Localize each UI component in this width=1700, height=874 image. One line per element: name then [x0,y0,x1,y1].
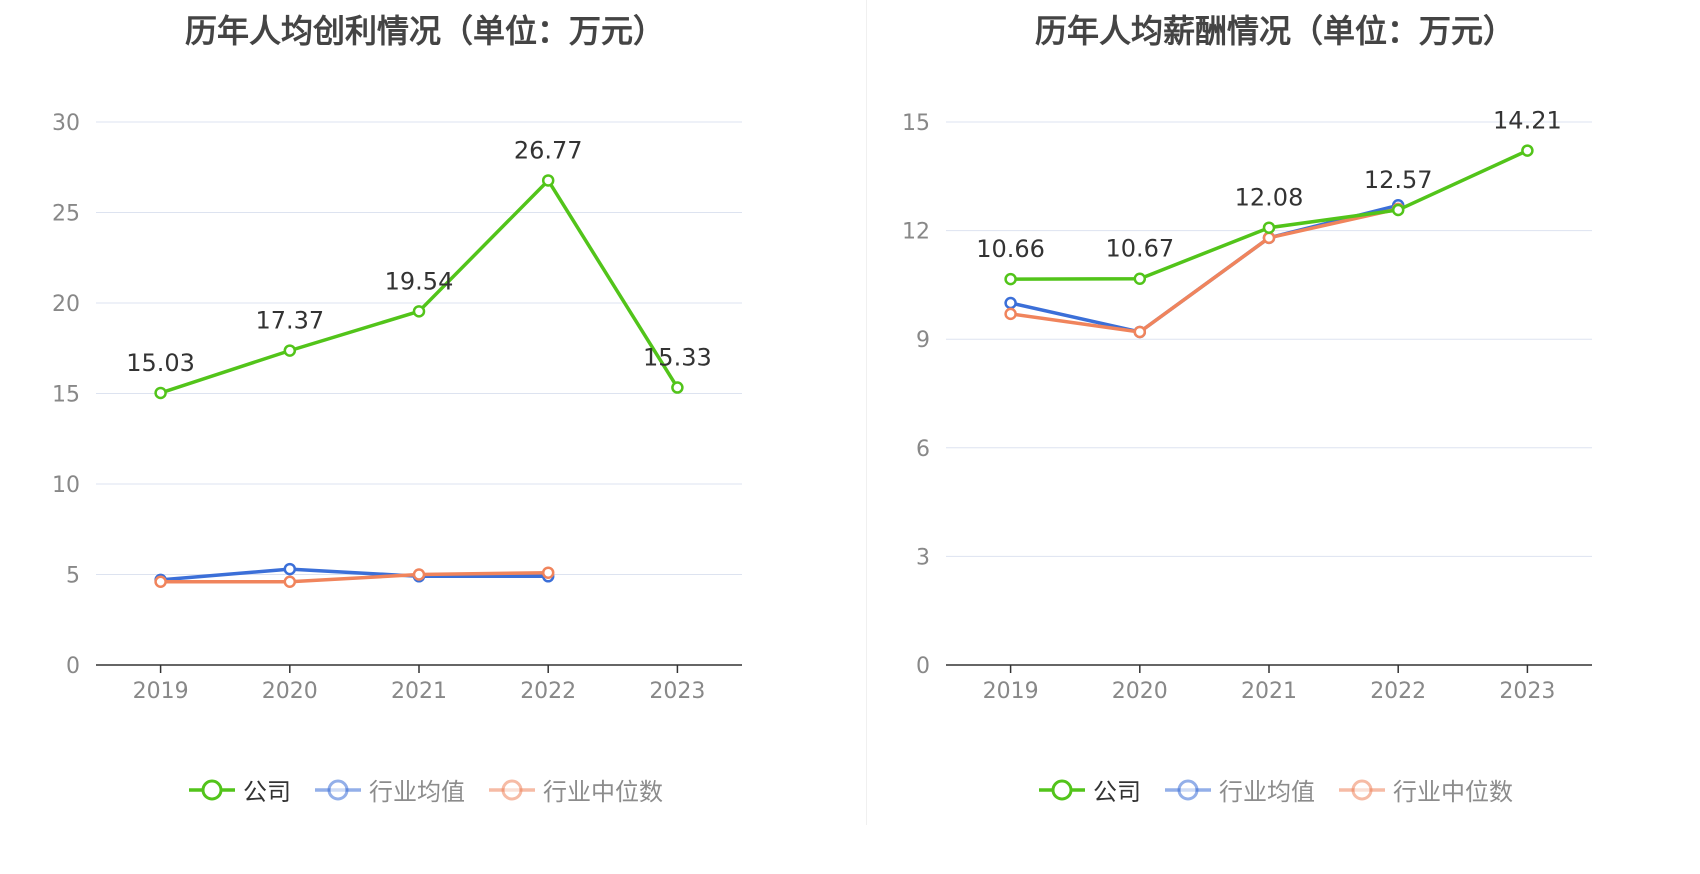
y-tick-label: 0 [916,654,930,679]
data-point-company [671,381,684,394]
y-tick-label: 5 [66,564,80,589]
x-tick-label: 2019 [983,679,1039,704]
data-point-company [541,174,555,187]
legend-marker [501,779,523,800]
data-point-median [541,566,555,579]
data-point-median [412,568,426,581]
x-tick-label: 2020 [1112,679,1168,704]
y-tick-label: 20 [52,292,80,317]
series-line-company [1010,149,1529,281]
y-tick-label: 15 [902,111,930,136]
legend-avg-icon [1165,779,1211,800]
data-point-median [1004,307,1017,321]
x-tick-label: 2020 [262,679,318,704]
y-tick-label: 10 [52,473,80,498]
x-tick-label: 2022 [1370,679,1426,704]
series-line-avg [160,567,549,582]
legend-marker [1051,779,1073,800]
legend-label: 公司 [1093,778,1141,806]
legend-item-company[interactable]: 公司 [187,772,291,807]
y-tick-label: 9 [916,328,930,353]
data-label: 10.66 [976,235,1045,263]
x-tick-label: 2022 [520,679,576,704]
y-tick-label: 30 [52,111,80,136]
legend-marker [1177,779,1199,800]
panel-divider [866,0,867,825]
chart-panel-profit: 历年人均创利情况（单位：万元） 0 5 10 15 20 25 30 2019 2020 2021… [0,12,850,807]
legend-marker [1351,779,1373,800]
legend-marker [201,779,223,800]
chart-title: 历年人均薪酬情况（单位：万元） [1034,12,1515,50]
legend-item-median[interactable]: 行业中位数 [1337,772,1513,807]
data-point-company [1391,203,1405,217]
chart-legend: 公司 行业均值 行业中位数 [0,772,850,807]
data-point-median [1133,325,1147,339]
chart-legend: 公司 行业均值 行业中位数 [850,772,1700,807]
data-label: 15.33 [643,344,712,372]
legend-median-icon [489,779,535,800]
data-point-company [1004,272,1017,286]
chart-panel-salary: 历年人均薪酬情况（单位：万元） 0 3 6 9 12 15 2019 2020 2021 2022… [850,0,1700,874]
legend-label: 行业均值 [369,778,465,806]
data-point-company [1133,272,1147,285]
legend-avg-icon [315,779,361,800]
data-point-median [1262,231,1276,245]
legend-label: 行业均值 [1219,778,1315,806]
legend-label: 行业中位数 [543,778,663,806]
data-point-company [1262,221,1276,234]
data-label: 14.21 [1493,107,1562,135]
legend-company-icon [1039,779,1085,800]
y-tick-label: 12 [902,220,930,245]
y-tick-label: 6 [916,437,930,462]
legend-item-avg[interactable]: 行业均值 [1163,772,1315,807]
data-label: 15.03 [126,349,195,377]
legend-marker [327,779,349,800]
y-tick-label: 0 [66,654,80,679]
data-point-company [283,344,297,357]
chart-plot: 0 3 6 9 12 15 2019 2020 2021 2022 2023 10.66 10.67 12… [902,107,1592,704]
legend-item-company[interactable]: 公司 [1037,772,1141,807]
data-point-company [412,305,426,318]
x-tick-label: 2021 [391,679,447,704]
chart-title: 历年人均创利情况（单位：万元） [184,12,665,50]
chart-plot: 0 5 10 15 20 25 30 2019 2020 2021 2022 2023 15.03 17.… [52,111,742,704]
data-point-company [154,386,167,400]
legend-company-icon [189,779,235,800]
data-point-avg [283,562,297,576]
x-tick-label: 2021 [1241,679,1297,704]
series-line-median [160,570,549,584]
data-point-avg [1004,296,1017,310]
data-point-median [283,575,297,588]
legend-label: 行业中位数 [1393,778,1513,806]
legend-item-median[interactable]: 行业中位数 [487,772,663,807]
y-tick-label: 15 [52,383,80,408]
series-line-median [1010,207,1399,334]
data-label: 12.57 [1364,166,1433,194]
legend-item-avg[interactable]: 行业均值 [313,772,465,807]
data-label: 17.37 [255,307,324,335]
data-label: 10.67 [1105,235,1174,263]
x-tick-label: 2023 [1499,679,1555,704]
x-tick-label: 2019 [133,679,189,704]
y-tick-label: 3 [916,545,930,570]
x-tick-label: 2023 [649,679,705,704]
data-label: 19.54 [385,267,454,295]
y-tick-label: 25 [52,202,80,227]
data-point-median [154,575,167,588]
series-line-avg [1010,203,1399,334]
legend-label: 公司 [243,778,291,806]
data-label: 26.77 [514,136,583,164]
legend-median-icon [1339,779,1385,800]
data-label: 12.08 [1235,184,1304,212]
data-point-company [1521,144,1534,157]
